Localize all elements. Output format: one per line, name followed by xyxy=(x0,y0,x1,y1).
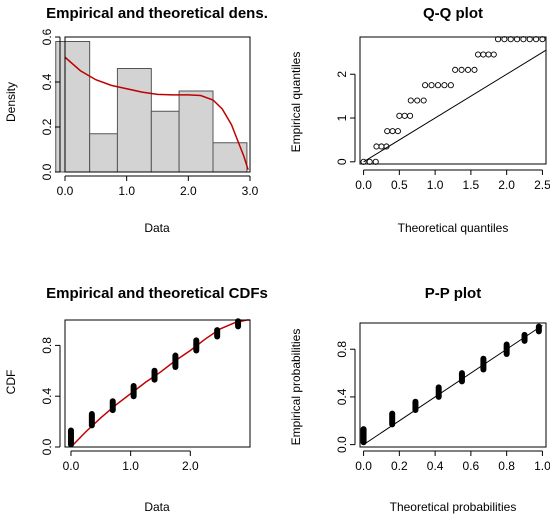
qq-point xyxy=(474,51,482,58)
cdf-y-tick-label: 0.0 xyxy=(40,438,54,455)
pp-x-tick-label: 0.0 xyxy=(355,459,372,473)
qq-x-tick-label: 2.5 xyxy=(534,178,550,192)
qq-point xyxy=(401,112,408,119)
qq-point xyxy=(458,66,465,73)
qq-point xyxy=(384,128,391,135)
qq-point xyxy=(373,143,380,150)
density-x-tick-label: 3.0 xyxy=(242,184,259,198)
density-y-tick-label: 0.0 xyxy=(40,163,54,180)
qq-xlabel: Theoretical quantiles xyxy=(398,221,509,235)
qq-point xyxy=(485,51,492,58)
cdf-title: Empirical and theoretical CDFs xyxy=(46,285,268,302)
pp-y-tick-label: 0.0 xyxy=(335,436,349,453)
qq-point xyxy=(447,82,454,89)
pp-y-tick-label: 0.8 xyxy=(335,341,349,358)
density-y-tick-label: 0.4 xyxy=(40,73,54,90)
density-title: Empirical and theoretical dens. xyxy=(46,5,268,22)
pp-x-tick-label: 0.6 xyxy=(463,459,480,473)
pp-title: P-P plot xyxy=(425,285,481,302)
qq-plot-box xyxy=(359,36,547,165)
qq-x-tick-label: 2.0 xyxy=(498,178,515,192)
cdf-curve xyxy=(70,319,250,448)
density-bar xyxy=(150,110,180,173)
density-bar xyxy=(55,41,91,173)
pp-ylabel: Empirical probabilities xyxy=(289,329,303,446)
qq-point xyxy=(407,112,414,119)
qq-point xyxy=(464,66,472,73)
pp-x-tick-label: 0.2 xyxy=(391,459,408,473)
cdf-x-tick-label: 2.0 xyxy=(182,459,199,473)
cdf-x-tick-label: 1.0 xyxy=(122,459,139,473)
qq-point xyxy=(389,128,396,135)
qq-point xyxy=(378,143,385,150)
density-curve xyxy=(64,56,249,170)
density-y-tick-label: 0.6 xyxy=(40,28,54,45)
qq-point xyxy=(490,51,497,58)
cdf-x-tick-label: 0.0 xyxy=(63,459,80,473)
density-plot-box xyxy=(64,36,251,173)
density-x-tick-label: 2.0 xyxy=(180,184,197,198)
pp-x-tick-label: 1.0 xyxy=(534,459,550,473)
qq-x-tick-label: 0.5 xyxy=(391,178,408,192)
qq-ylabel: Empirical quantiles xyxy=(289,52,303,153)
qq-point xyxy=(434,82,442,89)
density-x-tick-label: 0.0 xyxy=(57,184,74,198)
cdf-y-tick-label: 0.4 xyxy=(40,388,54,405)
pp-xlabel: Theoretical probabilities xyxy=(390,500,517,514)
pp-panel: P-P plot Theoretical probabilities Empir… xyxy=(289,285,550,514)
pp-plot-box xyxy=(359,322,547,448)
density-bar xyxy=(116,68,152,173)
pp-x-tick-label: 0.8 xyxy=(498,459,515,473)
qq-panel: Q-Q plot Theoretical quantiles Empirical… xyxy=(289,5,550,235)
qq-point xyxy=(396,112,403,119)
qq-y-tick-label: 0 xyxy=(335,158,349,165)
cdf-panel: Empirical and theoretical CDFs Data CDF … xyxy=(4,285,268,514)
qq-title: Q-Q plot xyxy=(423,5,483,22)
qq-point xyxy=(422,82,429,89)
density-bar xyxy=(212,142,248,173)
density-xlabel: Data xyxy=(144,221,170,235)
density-ylabel: Density xyxy=(4,82,18,122)
pp-x-tick-label: 0.4 xyxy=(427,459,444,473)
qq-x-tick-label: 1.0 xyxy=(427,178,444,192)
density-y-tick-label: 0.2 xyxy=(40,118,54,135)
cdf-y-tick-label: 0.8 xyxy=(40,337,54,354)
density-x-tick-label: 1.0 xyxy=(118,184,135,198)
qq-y-tick-label: 2 xyxy=(335,71,349,78)
qq-point xyxy=(407,97,414,104)
qq-point xyxy=(428,82,435,89)
qq-y-tick-label: 1 xyxy=(335,114,349,121)
qq-point xyxy=(480,51,487,58)
qq-point xyxy=(414,97,421,104)
cdf-xlabel: Data xyxy=(144,500,170,514)
qq-point xyxy=(420,97,427,104)
qq-point xyxy=(441,82,448,89)
density-panel: Empirical and theoretical dens. Data Den… xyxy=(4,5,268,235)
cdf-plot-box xyxy=(64,319,251,448)
qq-point xyxy=(471,66,478,73)
cdf-ylabel: CDF xyxy=(4,370,18,395)
qq-point xyxy=(383,143,390,150)
pp-y-tick-label: 0.4 xyxy=(335,388,349,405)
qq-x-tick-label: 1.5 xyxy=(463,178,480,192)
density-bar xyxy=(89,133,118,173)
qq-point xyxy=(452,66,459,73)
qq-x-tick-label: 0.0 xyxy=(355,178,372,192)
qq-point xyxy=(394,128,401,135)
density-bar xyxy=(178,90,214,173)
qq-reference-line xyxy=(363,49,547,163)
